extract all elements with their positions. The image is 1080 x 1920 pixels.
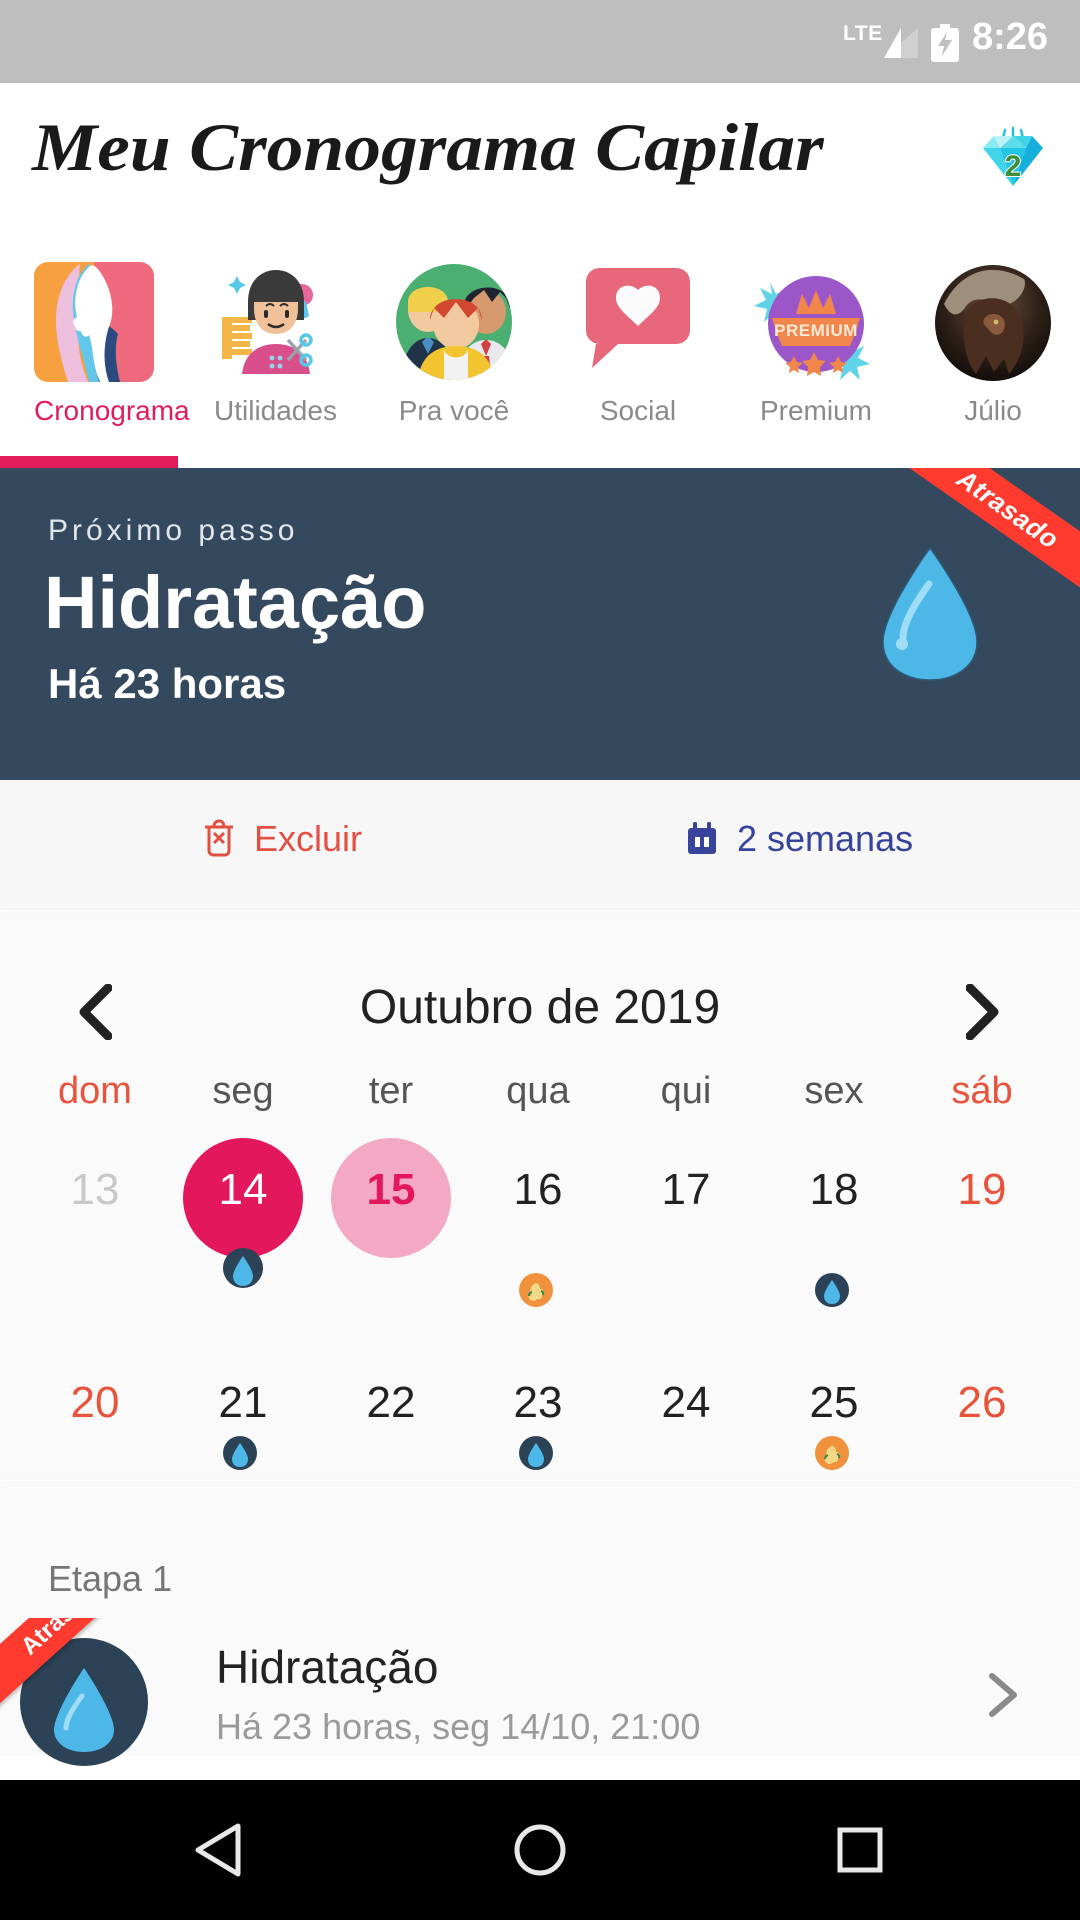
svg-text:2: 2: [1005, 150, 1022, 183]
svg-text:PREMIUM: PREMIUM: [774, 321, 858, 340]
